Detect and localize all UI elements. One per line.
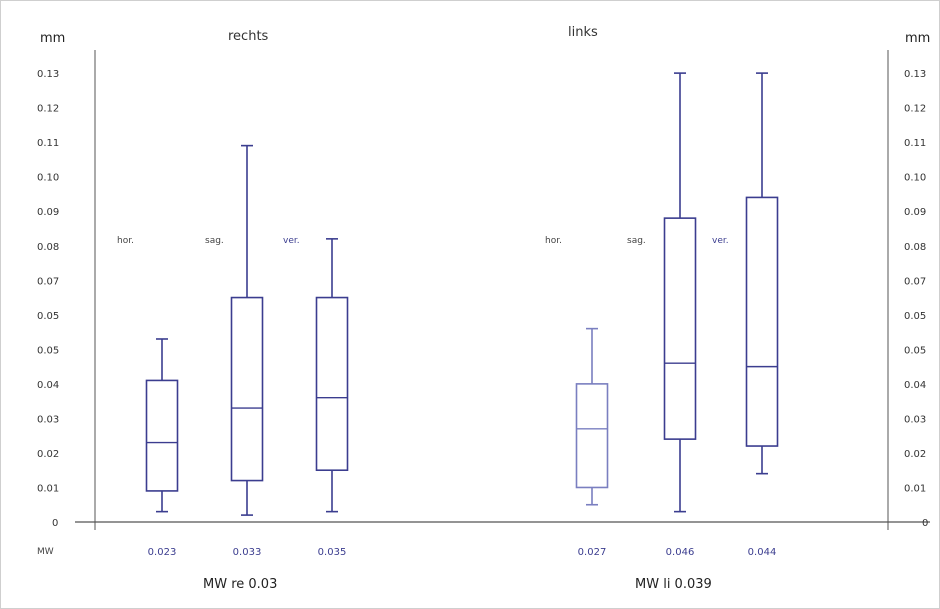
category-label: sag. xyxy=(205,236,224,246)
y-tick-label-left: 0.04 xyxy=(37,380,59,391)
box-iqr xyxy=(145,379,179,492)
y-tick-label-left: 0.09 xyxy=(37,207,59,218)
box-links-hor xyxy=(575,327,609,506)
category-label: hor. xyxy=(545,236,562,246)
mean-value-label: 0.027 xyxy=(578,547,607,558)
y-tick-label-right: 0.03 xyxy=(904,414,926,425)
y-tick-label-right: 0.09 xyxy=(904,207,926,218)
box-links-ver xyxy=(745,72,779,475)
category-label: sag. xyxy=(627,236,646,246)
box-iqr xyxy=(745,196,779,447)
y-ticks-right: 0 0.01 0.02 0.03 0.04 0.05 0.05 0.07 0.08 0.09 0.1… xyxy=(904,69,928,529)
mean-value-label: 0.035 xyxy=(318,547,347,558)
y-tick-label-left: 0 xyxy=(52,518,58,529)
box-iqr xyxy=(315,296,349,472)
y-tick-label-left: 0.08 xyxy=(37,242,59,253)
y-tick-label-right: 0.01 xyxy=(904,483,926,494)
y-tick-label-right: 0.12 xyxy=(904,104,926,115)
y-tick-label-left: 0.07 xyxy=(37,276,59,287)
mean-value-label: 0.044 xyxy=(748,547,777,558)
group-summary: MW li 0.039 xyxy=(635,577,712,592)
y-ticks-left: 0 0.01 0.02 0.03 0.04 0.05 0.05 0.07 0.08 0.09 0.1… xyxy=(37,69,59,529)
y-tick-label-left: 0.05 xyxy=(37,345,59,356)
category-label: ver. xyxy=(712,236,729,246)
category-label: hor. xyxy=(117,236,134,246)
y-tick-label-right: 0 xyxy=(922,518,928,529)
y-tick-label-right: 0.08 xyxy=(904,242,926,253)
box-rechts-ver xyxy=(315,238,349,513)
y-tick-label-right: 0.10 xyxy=(904,173,926,184)
mean-value-label: 0.033 xyxy=(233,547,262,558)
mean-value-label: 0.023 xyxy=(148,547,177,558)
box-links-sag xyxy=(663,72,697,513)
y-tick-label-right: 0.02 xyxy=(904,449,926,460)
y-unit-left: mm xyxy=(40,31,65,46)
mw-row-label: MW xyxy=(37,547,54,557)
group-summary: MW re 0.03 xyxy=(203,577,277,592)
box-iqr xyxy=(575,383,609,489)
y-unit-right: mm xyxy=(905,31,930,46)
y-tick-label-left: 0.13 xyxy=(37,69,59,80)
group-title: rechts xyxy=(228,29,269,44)
labels: mm mm rechts MW re 0.03 hor. 0.023 sag. 0.033 ve… xyxy=(37,25,930,592)
y-tick-label-right: 0.13 xyxy=(904,69,926,80)
box-iqr xyxy=(663,217,697,440)
y-tick-label-right: 0.05 xyxy=(904,345,926,356)
y-tick-label-left: 0.03 xyxy=(37,414,59,425)
axes xyxy=(75,50,930,530)
y-tick-label-left: 0.01 xyxy=(37,483,59,494)
y-tick-label-right: 0.11 xyxy=(904,138,926,149)
box-rechts-hor xyxy=(145,338,179,513)
y-tick-label-right: 0.04 xyxy=(904,380,926,391)
y-tick-label-left: 0.05 xyxy=(37,311,59,322)
box-iqr xyxy=(230,296,264,482)
y-tick-label-left: 0.02 xyxy=(37,449,59,460)
mean-value-label: 0.046 xyxy=(666,547,695,558)
group-title: links xyxy=(568,25,598,40)
y-tick-label-left: 0.12 xyxy=(37,104,59,115)
boxes xyxy=(145,72,779,516)
y-tick-label-left: 0.11 xyxy=(37,138,59,149)
box-rechts-sag xyxy=(230,144,264,516)
y-tick-label-right: 0.05 xyxy=(904,311,926,322)
y-tick-label-left: 0.10 xyxy=(37,173,59,184)
y-tick-label-right: 0.07 xyxy=(904,276,926,287)
category-label: ver. xyxy=(283,236,300,246)
